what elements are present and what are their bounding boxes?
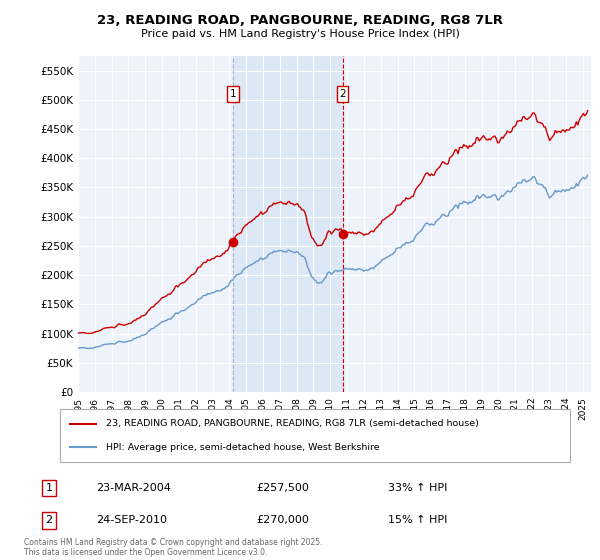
Text: 2: 2 <box>339 89 346 99</box>
Text: 23, READING ROAD, PANGBOURNE, READING, RG8 7LR (semi-detached house): 23, READING ROAD, PANGBOURNE, READING, R… <box>106 419 479 428</box>
Text: 15% ↑ HPI: 15% ↑ HPI <box>388 515 448 525</box>
Text: 24-SEP-2010: 24-SEP-2010 <box>96 515 167 525</box>
Text: £257,500: £257,500 <box>256 483 309 493</box>
FancyBboxPatch shape <box>60 409 570 462</box>
Text: 1: 1 <box>230 89 236 99</box>
Text: 1: 1 <box>46 483 52 493</box>
Text: 2: 2 <box>45 515 52 525</box>
Text: 23-MAR-2004: 23-MAR-2004 <box>96 483 170 493</box>
Text: Price paid vs. HM Land Registry's House Price Index (HPI): Price paid vs. HM Land Registry's House … <box>140 29 460 39</box>
Bar <box>233 56 343 392</box>
Text: HPI: Average price, semi-detached house, West Berkshire: HPI: Average price, semi-detached house,… <box>106 442 380 451</box>
Text: 23, READING ROAD, PANGBOURNE, READING, RG8 7LR: 23, READING ROAD, PANGBOURNE, READING, R… <box>97 14 503 27</box>
Text: Contains HM Land Registry data © Crown copyright and database right 2025.
This d: Contains HM Land Registry data © Crown c… <box>24 538 323 557</box>
Text: 33% ↑ HPI: 33% ↑ HPI <box>388 483 448 493</box>
Text: £270,000: £270,000 <box>256 515 309 525</box>
